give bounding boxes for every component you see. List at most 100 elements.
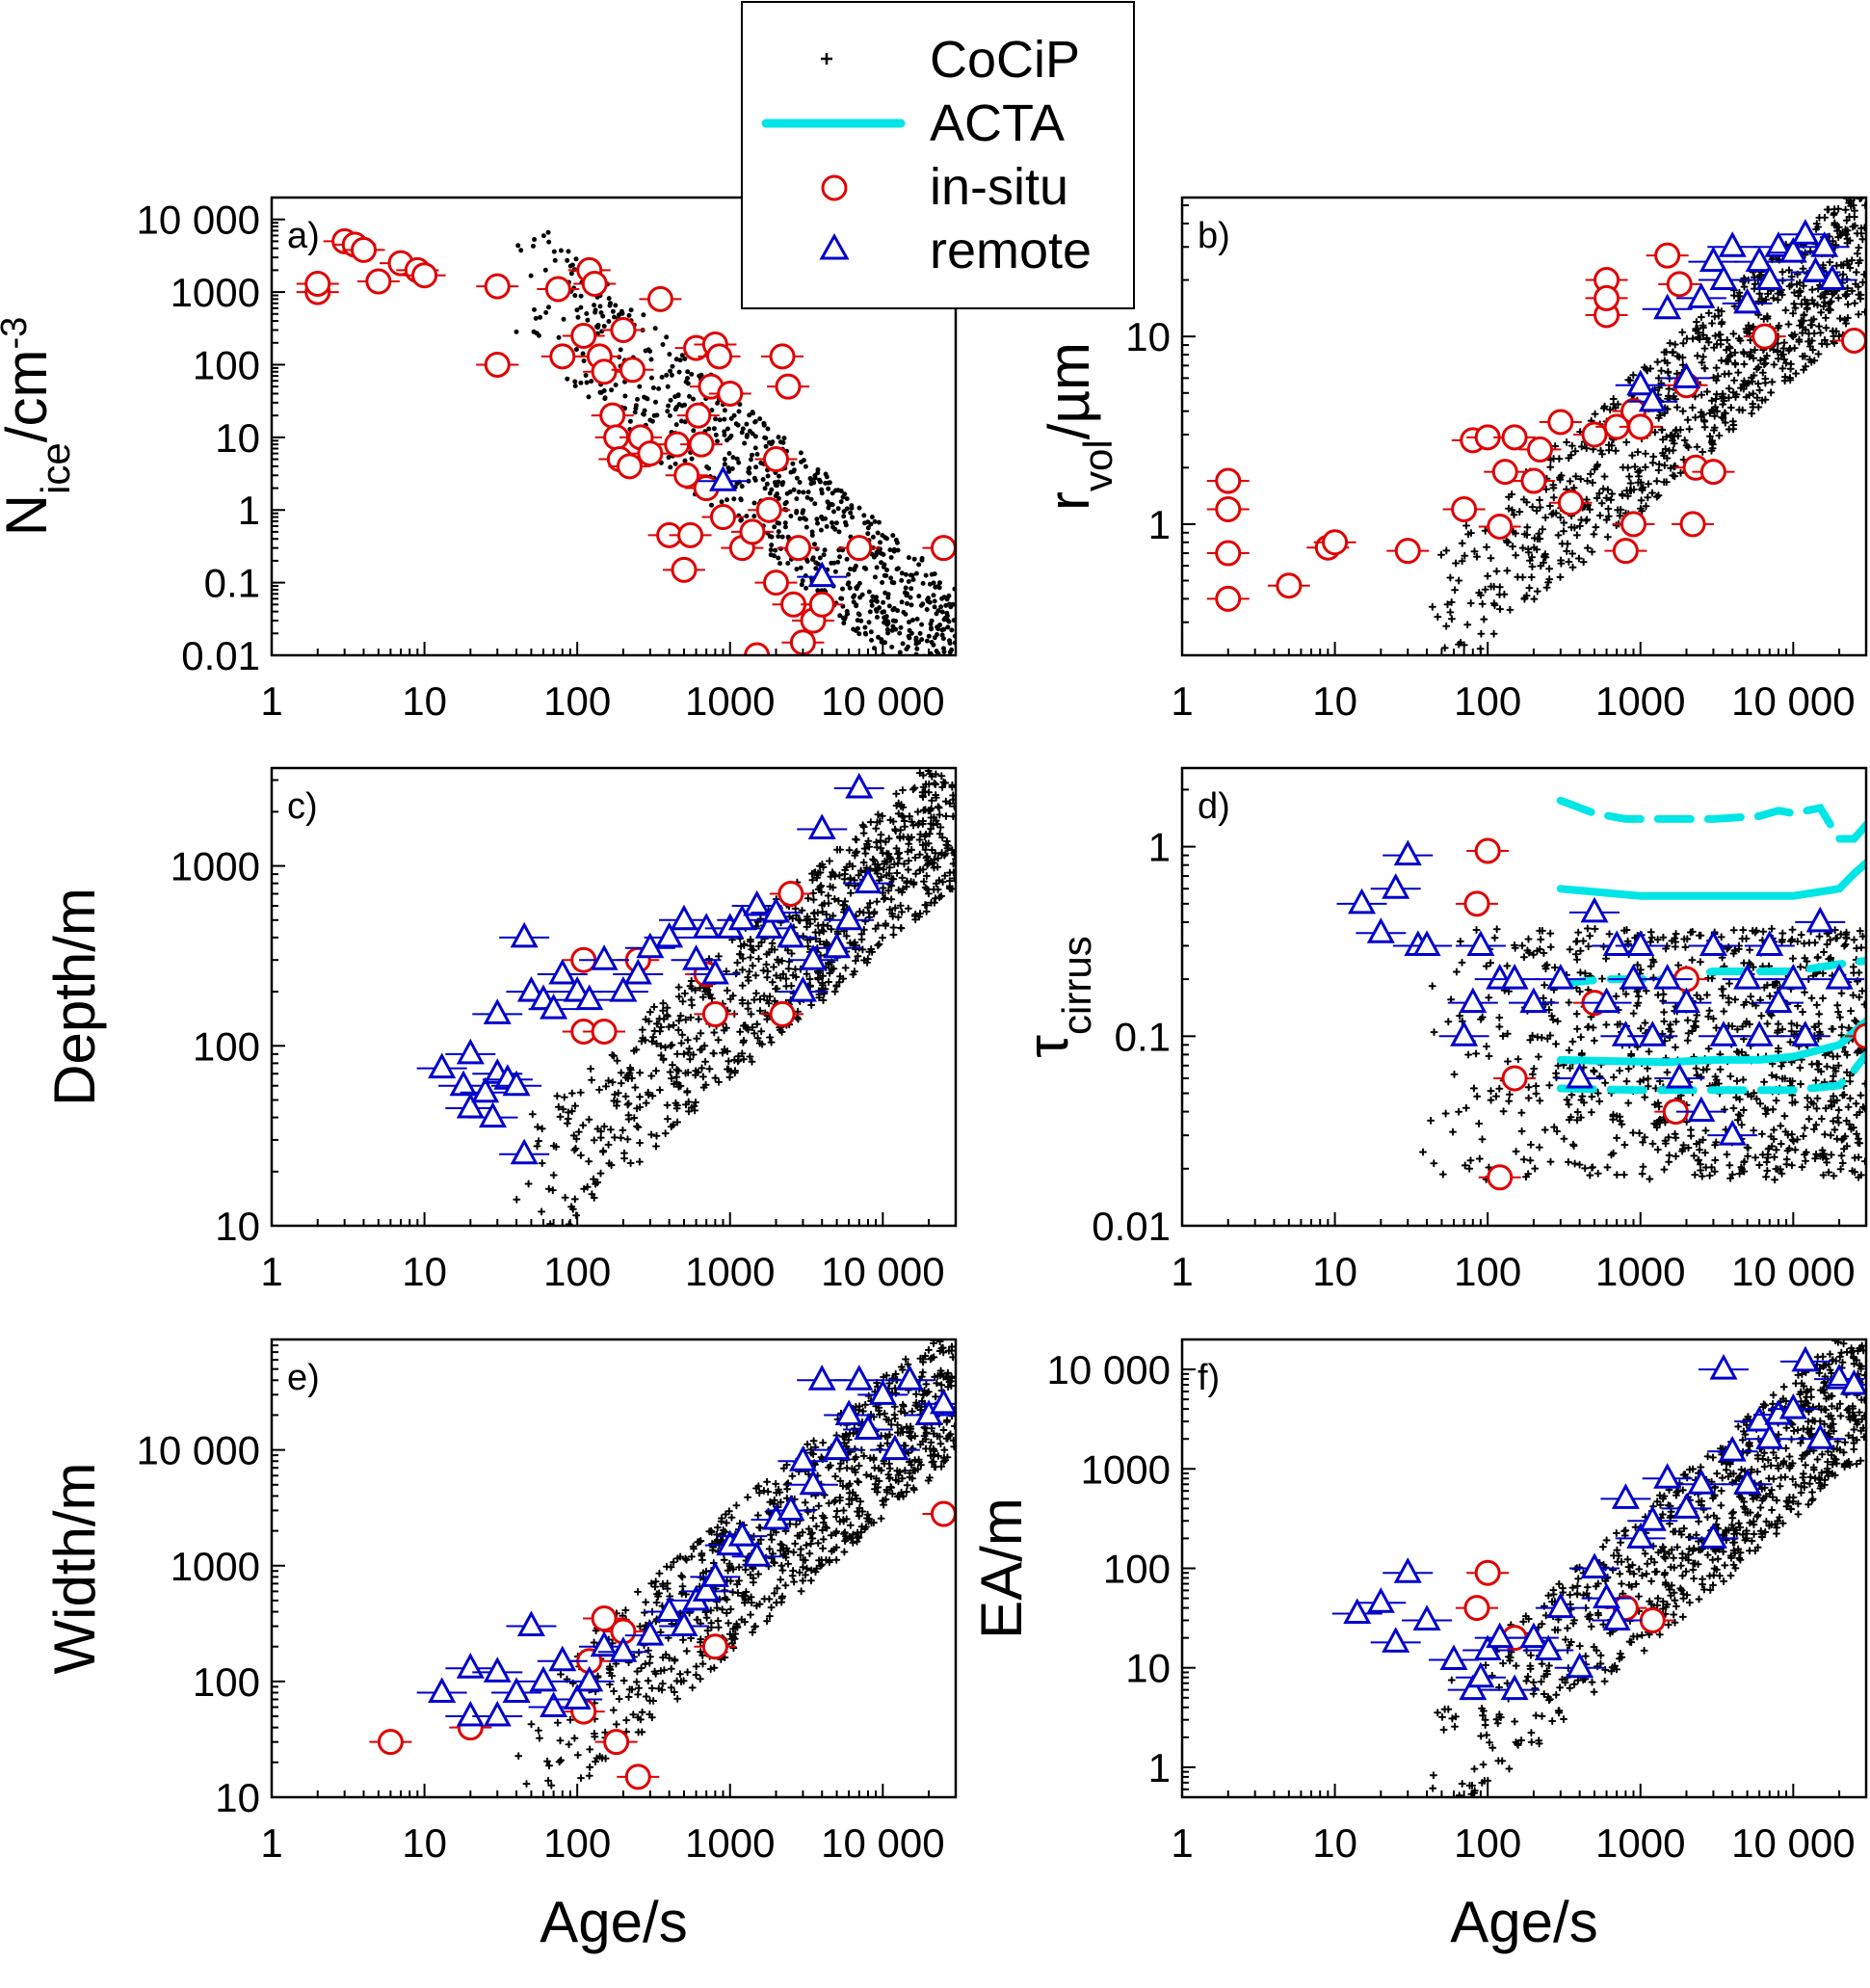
insitu-point	[350, 236, 377, 263]
insitu-point	[1487, 1164, 1514, 1191]
y-axis: 1 10 100 1000 10 000	[1047, 1339, 1196, 1798]
insitu-point	[717, 380, 744, 407]
y-tick-label: 1	[1148, 825, 1171, 870]
y-tick-label: 10	[1125, 1646, 1171, 1691]
insitu-point	[1215, 540, 1242, 567]
insitu-point	[610, 316, 637, 343]
x-tick-label: 1000	[1595, 1249, 1685, 1294]
legend-item-cocip: CoCiP	[821, 31, 1080, 89]
insitu-point	[1639, 1606, 1666, 1633]
remote-point	[1839, 1368, 1866, 1395]
remote-point	[692, 1576, 721, 1602]
remote-point	[1764, 987, 1793, 1014]
x-tick-label: 10 000	[1731, 1249, 1855, 1294]
remote-point	[548, 958, 577, 985]
y-axis-title: Nice/cm-3	[0, 317, 78, 537]
acta-line-0	[1556, 796, 1866, 843]
insitu-point	[1463, 1595, 1490, 1622]
insitu-series	[369, 1500, 956, 1790]
y-tick-label: 10	[1125, 314, 1171, 359]
remote-point	[823, 1434, 852, 1461]
y-tick-label: 1000	[1081, 1446, 1171, 1492]
acta-line-3	[1556, 1017, 1866, 1067]
remote-point	[1745, 246, 1774, 273]
remote-point	[590, 944, 619, 970]
remote-point	[1665, 1062, 1694, 1089]
insitu-point	[785, 535, 812, 562]
remote-point	[655, 921, 684, 948]
insitu-point	[1215, 495, 1242, 522]
remote-point	[727, 904, 756, 931]
insitu-point	[1557, 490, 1584, 517]
y-tick-label: 10	[215, 1775, 260, 1820]
insitu-point	[484, 351, 511, 378]
remote-point	[1519, 1622, 1548, 1649]
insitu-point	[671, 556, 698, 583]
remote-point	[1500, 963, 1529, 990]
remote-point	[1500, 1674, 1529, 1701]
x-axis: 1 10 100 1000 10 000	[260, 642, 957, 724]
insitu-point	[549, 343, 576, 370]
y-tick-label: 100	[193, 1023, 260, 1069]
remote-point	[807, 813, 836, 839]
remote-point	[1818, 264, 1847, 291]
remote-point	[1546, 1592, 1575, 1619]
acta-line-4	[1556, 1050, 1866, 1095]
remote-point	[1450, 1021, 1479, 1047]
y-tick-label: 1	[1148, 502, 1171, 547]
remote-point	[1755, 264, 1784, 291]
remote-point	[1619, 963, 1648, 990]
remote-point	[1718, 1435, 1747, 1462]
chart-panel-b: 1 10 100 1000 10 000 1 10 b) rvol/µm	[1037, 196, 1868, 724]
insitu-point	[701, 1633, 728, 1660]
remote-point	[1566, 1062, 1594, 1089]
legend-item-insitu: in-situ	[821, 158, 1068, 216]
remote-point	[700, 1561, 729, 1587]
remote-point	[540, 1691, 568, 1718]
legend-marker-circle	[821, 174, 848, 201]
remote-point	[777, 1495, 805, 1521]
insitu-point	[808, 591, 835, 618]
insitu-point	[1679, 511, 1706, 538]
insitu-point	[706, 343, 733, 370]
insitu-point	[1627, 413, 1654, 440]
y-tick-label: 0.1	[204, 561, 260, 606]
remote-point	[1709, 264, 1738, 291]
remote-point	[1602, 1604, 1631, 1630]
remote-point	[1459, 987, 1488, 1014]
plot-frame	[1180, 766, 1868, 1228]
insitu-point	[755, 496, 782, 523]
insitu-point	[1620, 511, 1646, 538]
insitu-point	[1501, 424, 1528, 451]
remote-point	[881, 1434, 909, 1461]
panel-label: f)	[1198, 1358, 1220, 1398]
y-axis: 0.01 0.1 1 10 100 1000 10 000	[137, 197, 285, 678]
remote-point	[799, 1469, 828, 1496]
remote-point	[471, 1076, 500, 1103]
legend-marker-plus	[821, 53, 832, 65]
insitu-point	[739, 518, 766, 545]
y-tick-label: 1	[1148, 1745, 1171, 1790]
insitu-point	[1547, 409, 1574, 436]
remote-point	[1718, 231, 1747, 257]
y-axis: 10 100 1000	[171, 779, 285, 1249]
y-axis-title: rvol/µm	[1037, 342, 1120, 511]
remote-point	[510, 1138, 539, 1165]
remote-point	[1778, 236, 1807, 263]
insitu-point	[365, 268, 392, 295]
remote-point	[636, 1619, 665, 1646]
remote-point	[708, 465, 738, 491]
insitu-point	[616, 453, 643, 480]
insitu-point	[677, 521, 704, 548]
remote-point	[1580, 1552, 1609, 1578]
insitu-point	[1751, 323, 1778, 350]
legend-label-cocip: CoCiP	[930, 31, 1080, 89]
remote-point	[700, 958, 729, 985]
chart-panel-f: 1 10 100 1000 10 000 1 10 100 1000 10 000 f) EA/m Ag…	[969, 1338, 1868, 1954]
remote-series	[1331, 1345, 1866, 1701]
insitu-point	[1322, 529, 1349, 556]
x-tick-label: 1	[1171, 1820, 1193, 1866]
remote-point	[670, 904, 698, 931]
